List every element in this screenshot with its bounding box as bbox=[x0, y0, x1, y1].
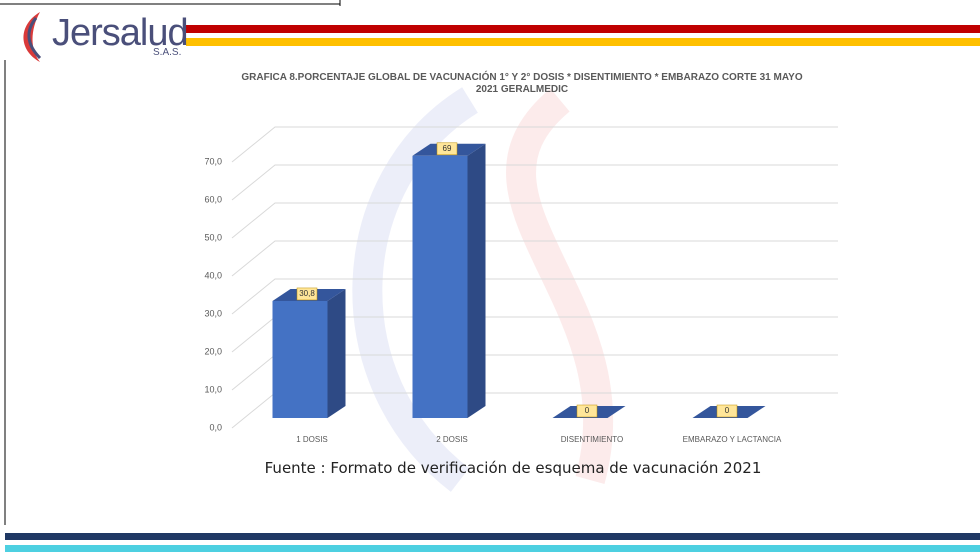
logo: Jersalud bbox=[52, 12, 189, 54]
header-stripe bbox=[186, 25, 980, 33]
value-label: 0 bbox=[585, 406, 590, 415]
y-tick-label: 0,0 bbox=[209, 422, 222, 432]
value-label-box bbox=[576, 404, 598, 418]
logo-sub: S.A.S. bbox=[153, 47, 182, 58]
y-tick-label: 50,0 bbox=[204, 232, 222, 242]
grid-line bbox=[231, 202, 838, 239]
y-tick-label: 10,0 bbox=[204, 384, 222, 394]
watermark bbox=[506, 88, 614, 484]
grid-line bbox=[231, 126, 838, 163]
logo-mark bbox=[27, 17, 42, 60]
y-tick-label: 40,0 bbox=[204, 270, 222, 280]
y-tick-label: 20,0 bbox=[204, 346, 222, 356]
grid-line bbox=[231, 164, 838, 201]
header-stripe bbox=[186, 38, 980, 46]
value-label-box bbox=[716, 404, 738, 418]
y-tick-label: 60,0 bbox=[204, 194, 222, 204]
x-tick-label: 1 DOSIS bbox=[296, 435, 328, 444]
value-label: 69 bbox=[443, 144, 452, 153]
bar-side bbox=[467, 143, 486, 419]
value-label-box bbox=[436, 142, 458, 156]
value-label-box bbox=[296, 287, 318, 301]
chart-title: GRAFICA 8.PORCENTAJE GLOBAL DE VACUNACIÓ… bbox=[241, 72, 803, 95]
watermark bbox=[352, 87, 479, 492]
value-label: 30,8 bbox=[299, 289, 315, 298]
x-tick-label: EMBARAZO Y LACTANCIA bbox=[683, 435, 782, 444]
footer-stripe bbox=[5, 533, 980, 540]
bar-side bbox=[327, 288, 346, 418]
grid-line bbox=[231, 278, 838, 315]
x-tick-label: DISENTIMIENTO bbox=[561, 435, 624, 444]
y-tick-label: 70,0 bbox=[204, 156, 222, 166]
source-note: Fuente : Formato de verificación de esqu… bbox=[264, 459, 762, 477]
bar bbox=[412, 155, 468, 419]
footer-stripe bbox=[5, 545, 980, 552]
y-tick-label: 30,0 bbox=[204, 308, 222, 318]
value-label: 0 bbox=[725, 406, 730, 415]
logo-mark bbox=[23, 12, 40, 62]
bar bbox=[272, 300, 328, 418]
grid-line bbox=[231, 240, 838, 277]
x-tick-label: 2 DOSIS bbox=[436, 435, 468, 444]
